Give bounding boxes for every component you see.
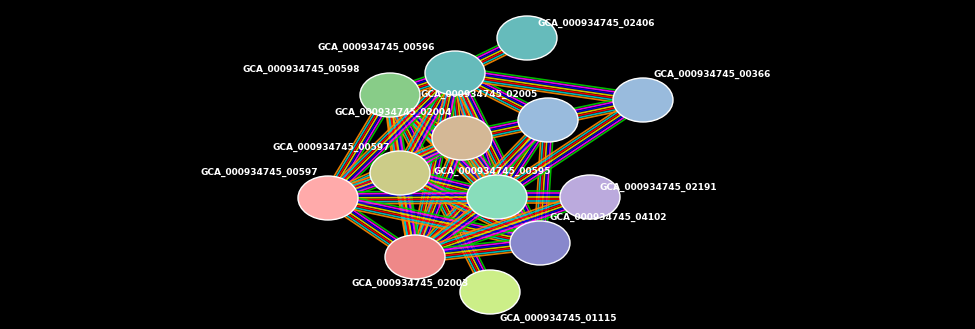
Ellipse shape <box>467 175 527 219</box>
Text: GCA_000934745_00598: GCA_000934745_00598 <box>243 64 360 74</box>
Ellipse shape <box>510 221 570 265</box>
Ellipse shape <box>518 98 578 142</box>
Text: GCA_000934745_00595: GCA_000934745_00595 <box>433 166 551 176</box>
Text: GCA_000934745_02406: GCA_000934745_02406 <box>537 18 654 28</box>
Text: GCA_000934745_00597: GCA_000934745_00597 <box>201 167 318 177</box>
Text: GCA_000934745_04102: GCA_000934745_04102 <box>550 213 668 221</box>
Text: GCA_000934745_01115: GCA_000934745_01115 <box>500 314 617 322</box>
Text: GCA_000934745_00366: GCA_000934745_00366 <box>653 69 770 79</box>
Text: GCA_000934745_02005: GCA_000934745_02005 <box>421 89 538 99</box>
Text: GCA_000934745_02003: GCA_000934745_02003 <box>351 278 469 288</box>
Ellipse shape <box>360 73 420 117</box>
Text: GCA_000934745_00597: GCA_000934745_00597 <box>272 142 390 152</box>
Ellipse shape <box>460 270 520 314</box>
Text: GCA_000934745_00596: GCA_000934745_00596 <box>318 42 435 52</box>
Ellipse shape <box>560 175 620 219</box>
Ellipse shape <box>385 235 445 279</box>
Text: GCA_000934745_02004: GCA_000934745_02004 <box>334 108 452 116</box>
Ellipse shape <box>298 176 358 220</box>
Ellipse shape <box>370 151 430 195</box>
Ellipse shape <box>432 116 492 160</box>
Ellipse shape <box>613 78 673 122</box>
Ellipse shape <box>497 16 557 60</box>
Ellipse shape <box>425 51 485 95</box>
Text: GCA_000934745_02191: GCA_000934745_02191 <box>600 182 718 191</box>
